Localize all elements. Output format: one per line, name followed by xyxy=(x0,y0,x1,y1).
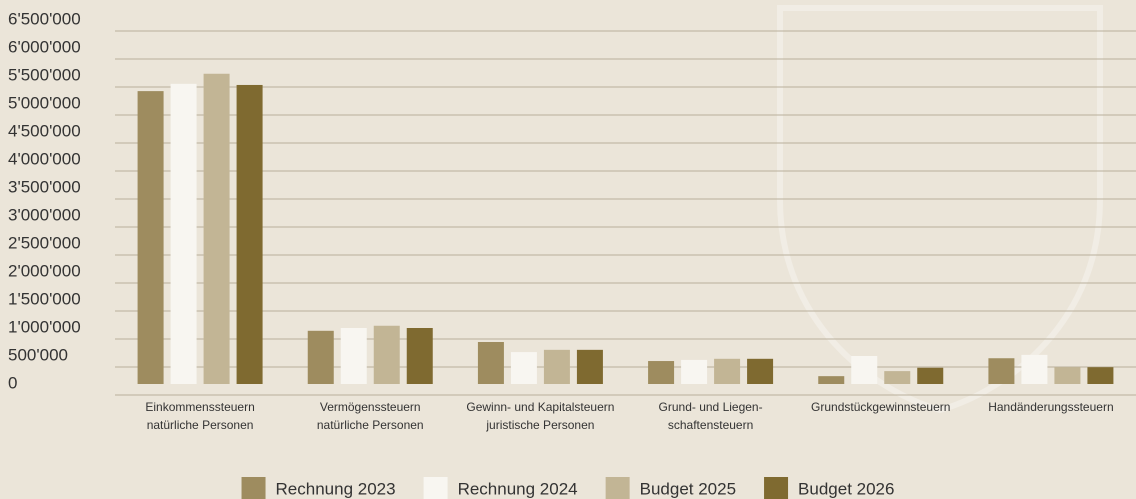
bar xyxy=(138,91,164,384)
legend-label: Budget 2025 xyxy=(640,479,736,498)
legend-label: Rechnung 2023 xyxy=(276,479,396,498)
bar xyxy=(818,376,844,384)
bar xyxy=(648,361,674,384)
x-tick-label: Gewinn- und Kapitalsteuern juristische Pe… xyxy=(466,400,614,432)
bar xyxy=(544,350,570,384)
y-tick-label: 3'000'000 xyxy=(8,205,81,224)
y-tick-label: 1'000'000 xyxy=(8,317,81,336)
bar xyxy=(237,85,263,384)
bar xyxy=(511,352,537,384)
bar xyxy=(171,84,197,384)
y-tick-label: 3'500'000 xyxy=(8,177,81,196)
x-tick-label-line: schaftensteuern xyxy=(668,418,753,432)
legend-swatch xyxy=(606,477,630,499)
legend-label: Rechnung 2024 xyxy=(458,479,578,498)
bar xyxy=(884,371,910,384)
y-tick-label: 6'500'000 xyxy=(8,9,81,28)
x-tick-label: Grund- und Liegen-schaftensteuern xyxy=(659,400,763,432)
bar xyxy=(988,358,1014,384)
x-tick-label: Einkommenssteuern natürliche Personen xyxy=(145,400,254,432)
legend-label: Budget 2026 xyxy=(798,479,894,498)
y-tick-label: 5'000'000 xyxy=(8,93,81,112)
bar xyxy=(1054,367,1080,384)
x-tick-label-line: Gewinn- und Kapitalsteuern xyxy=(466,400,614,414)
bar xyxy=(374,326,400,384)
bar xyxy=(577,350,603,384)
bar xyxy=(308,331,334,384)
y-tick-label: 5'500'000 xyxy=(8,65,81,84)
x-tick-label-line: Grund- und Liegen- xyxy=(659,400,763,414)
bar xyxy=(341,328,367,384)
bar xyxy=(747,359,773,384)
x-tick-label-line: Grundstückgewinnsteuern xyxy=(811,400,950,414)
bar xyxy=(681,360,707,384)
chart: 0 500'000 1'000'000 1'500'000 2'000'000 2'500… xyxy=(0,0,1136,499)
x-tick-label: Handänderungssteuern xyxy=(988,400,1113,414)
y-tick-label: 6'000'000 xyxy=(8,37,81,56)
legend-swatch xyxy=(424,477,448,499)
legend-swatch xyxy=(764,477,788,499)
watermark xyxy=(780,8,1100,410)
bar xyxy=(1087,367,1113,384)
x-tick-label: Grundstückgewinnsteuern xyxy=(811,400,950,414)
legend-swatch xyxy=(242,477,266,499)
y-tick-label: 1'500'000 xyxy=(8,289,81,308)
x-tick-label-line: natürliche Personen xyxy=(147,418,254,432)
x-tick-label-line: juristische Personen xyxy=(485,418,594,432)
bar xyxy=(407,328,433,384)
x-tick-label-line: Vermögenssteuern xyxy=(320,400,421,414)
bar xyxy=(851,356,877,384)
bar xyxy=(204,74,230,384)
bar xyxy=(478,342,504,384)
y-tick-label: 2'000'000 xyxy=(8,261,81,280)
bar xyxy=(1021,355,1047,384)
y-tick-label: 500'000 xyxy=(8,345,68,364)
x-tick-label-line: natürliche Personen xyxy=(317,418,424,432)
y-tick-label: 4'500'000 xyxy=(8,121,81,140)
y-tick-label: 2'500'000 xyxy=(8,233,81,252)
y-tick-label: 0 xyxy=(8,373,17,392)
y-tick-label: 4'000'000 xyxy=(8,149,81,168)
x-tick-label-line: Handänderungssteuern xyxy=(988,400,1113,414)
bar xyxy=(917,368,943,384)
x-tick-label: Vermögenssteuern natürliche Personen xyxy=(317,400,424,432)
x-tick-label-line: Einkommenssteuern xyxy=(145,400,254,414)
bar xyxy=(714,359,740,384)
legend: Rechnung 2023 Rechnung 2024 Budget 2025 Bud… xyxy=(242,477,895,499)
